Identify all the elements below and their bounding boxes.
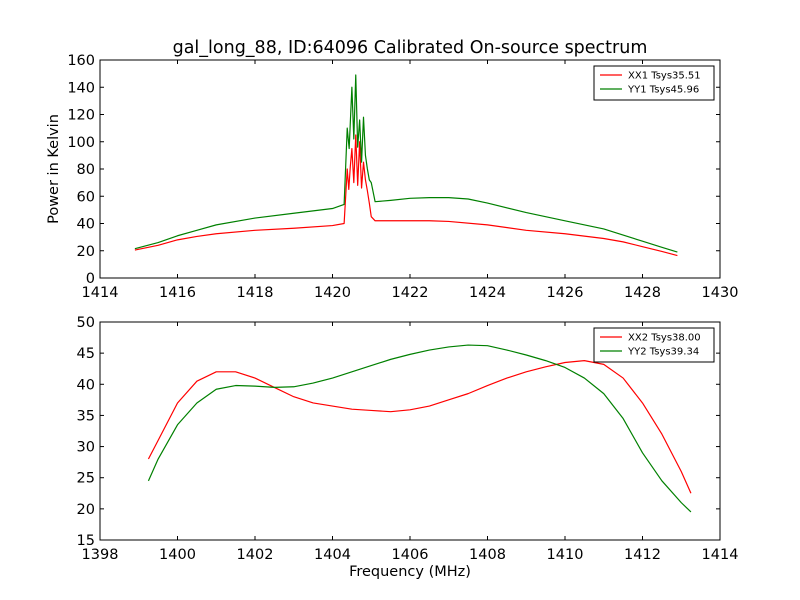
- x-tick-label: 1416: [159, 285, 196, 301]
- y-tick-label: 160: [67, 53, 95, 69]
- legend-label: YY1 Tsys45.96: [627, 85, 699, 96]
- x-axis-label: Frequency (MHz): [349, 564, 471, 580]
- legend-label: XX2 Tsys38.00: [628, 333, 701, 344]
- series-line-yy1: [134, 74, 678, 253]
- x-tick-label: 1412: [624, 547, 661, 563]
- x-tick-label: 1410: [547, 547, 584, 563]
- bottom-spectrum-plot: 1398 1400 1402 1404 1406 1408 1410 1412 1414 15 20…: [77, 315, 739, 580]
- x-tick-label: 1424: [469, 285, 506, 301]
- y-tick-label: 120: [67, 108, 95, 124]
- x-tick-label: 1418: [237, 285, 274, 301]
- y-tick-label: 80: [77, 162, 95, 178]
- y-tick-label: 45: [77, 346, 95, 362]
- legend: XX1 Tsys35.51 YY1 Tsys45.96: [593, 65, 715, 101]
- x-tick-label: 1428: [624, 285, 661, 301]
- x-tick-label: 1398: [82, 547, 119, 563]
- y-tick-label: 20: [77, 502, 95, 518]
- y-axis-label: Power in Kelvin: [46, 114, 62, 224]
- y-tick-label: 25: [77, 471, 95, 487]
- legend-box: [593, 65, 715, 101]
- y-tick-label: 20: [77, 244, 95, 260]
- x-tick-label: 1420: [314, 285, 351, 301]
- x-tick-label: 1414: [82, 285, 119, 301]
- x-tick-label: 1406: [392, 547, 429, 563]
- top-spectrum-plot: 1414 1416 1418 1420 1422 1424 1426 1428 1430 0 20 4…: [46, 53, 738, 301]
- x-tick-label: 1414: [702, 547, 739, 563]
- y-tick-label: 0: [86, 271, 95, 287]
- y-tick-label: 40: [77, 377, 95, 393]
- legend: XX2 Tsys38.00 YY2 Tsys39.34: [593, 327, 715, 363]
- y-tick-label: 100: [67, 135, 95, 151]
- y-tick-label: 60: [77, 189, 95, 205]
- x-tick-label: 1408: [469, 547, 506, 563]
- y-tick-label: 40: [77, 217, 95, 233]
- y-tick-label: 35: [77, 408, 95, 424]
- series-line-xx2: [147, 360, 692, 494]
- figure-title: gal_long_88, ID:64096 Calibrated On-sour…: [173, 38, 648, 58]
- y-tick-label: 50: [77, 315, 95, 331]
- x-tick-label: 1404: [314, 547, 351, 563]
- x-tick-label: 1402: [237, 547, 274, 563]
- y-tick-label: 140: [67, 80, 95, 96]
- series-line-yy2: [147, 344, 692, 513]
- y-tick-label: 15: [77, 533, 95, 549]
- x-tick-label: 1422: [392, 285, 429, 301]
- x-tick-label: 1426: [547, 285, 584, 301]
- x-tick-label: 1400: [159, 547, 196, 563]
- x-tick-label: 1430: [702, 285, 739, 301]
- legend-box: [593, 327, 715, 363]
- legend-label: YY2 Tsys39.34: [627, 347, 699, 358]
- series-line-xx1: [134, 134, 678, 257]
- y-tick-label: 30: [77, 440, 95, 456]
- legend-label: XX1 Tsys35.51: [628, 71, 701, 82]
